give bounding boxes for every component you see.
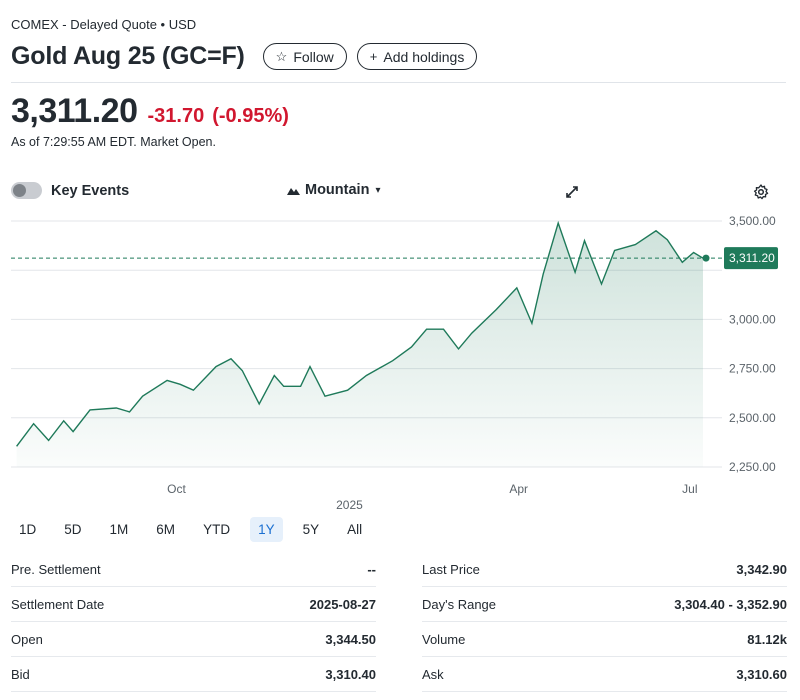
mountain-chart-icon xyxy=(287,185,300,195)
stat-value: 3,310.40 xyxy=(325,667,376,682)
range-button-all[interactable]: All xyxy=(339,517,370,542)
star-icon: ☆ xyxy=(276,49,288,65)
stat-label: Settlement Date xyxy=(11,597,104,612)
range-button-ytd[interactable]: YTD xyxy=(195,517,238,542)
stat-value: 3,304.40 - 3,352.90 xyxy=(674,597,787,612)
quote-row: 3,311.20 -31.70 (-0.95%) xyxy=(11,92,289,131)
stat-row: Ask 3,310.60 xyxy=(422,657,787,692)
x-year-label: 2025 xyxy=(336,498,363,512)
stat-value: 3,310.60 xyxy=(736,667,787,682)
range-button-5y[interactable]: 5Y xyxy=(295,517,328,542)
y-tick-label: 2,500.00 xyxy=(729,411,776,425)
stat-row: Pre. Settlement -- xyxy=(11,552,376,587)
range-selector: 1D 5D 1M 6M YTD 1Y 5Y All xyxy=(11,517,382,542)
add-holdings-button[interactable]: + Add holdings xyxy=(357,43,478,70)
quote-timestamp: As of 7:29:55 AM EDT. Market Open. xyxy=(11,135,216,149)
y-tick-label: 3,500.00 xyxy=(729,214,776,228)
y-tick-label: 2,250.00 xyxy=(729,460,776,474)
plus-icon: + xyxy=(370,49,378,64)
header-divider xyxy=(11,82,786,83)
stat-value: 3,344.50 xyxy=(325,632,376,647)
stats-right: Last Price 3,342.90 Day's Range 3,304.40 - … xyxy=(422,552,787,692)
stat-row: Open 3,344.50 xyxy=(11,622,376,657)
stat-label: Open xyxy=(11,632,43,647)
chart-type-label: Mountain xyxy=(305,182,369,198)
chart-type-select[interactable]: Mountain ▾ xyxy=(287,182,380,198)
stat-row: Volume 81.12k xyxy=(422,622,787,657)
key-events-label: Key Events xyxy=(51,183,129,199)
gear-icon[interactable] xyxy=(752,183,770,201)
current-price-dot xyxy=(703,255,710,262)
stat-label: Bid xyxy=(11,667,30,682)
stats-left: Pre. Settlement -- Settlement Date 2025-08-… xyxy=(11,552,376,692)
follow-label: Follow xyxy=(293,49,333,65)
chevron-down-icon: ▾ xyxy=(375,185,380,196)
price-change-percent: (-0.95%) xyxy=(212,105,289,128)
price-change: -31.70 xyxy=(147,105,204,128)
stat-row: Last Price 3,342.90 xyxy=(422,552,787,587)
range-button-5d[interactable]: 5D xyxy=(56,517,89,542)
key-events-toggle[interactable]: Key Events xyxy=(11,182,129,199)
stat-label: Day's Range xyxy=(422,597,496,612)
stat-row: Bid 3,310.40 xyxy=(11,657,376,692)
stat-label: Ask xyxy=(422,667,444,682)
add-holdings-label: Add holdings xyxy=(383,49,464,65)
stat-value: 81.12k xyxy=(747,632,787,647)
current-price-badge-label: 3,311.20 xyxy=(729,251,775,265)
exchange-info: COMEX - Delayed Quote • USD xyxy=(11,17,196,32)
stat-label: Last Price xyxy=(422,562,480,577)
range-button-1y[interactable]: 1Y xyxy=(250,517,283,542)
range-button-1m[interactable]: 1M xyxy=(102,517,137,542)
price-chart[interactable]: 3,500.00 3,000.00 2,750.00 2,500.00 2,250.00… xyxy=(0,205,800,515)
stat-value: 3,342.90 xyxy=(736,562,787,577)
toggle-switch[interactable] xyxy=(11,182,42,199)
stat-label: Pre. Settlement xyxy=(11,562,101,577)
stat-value: 2025-08-27 xyxy=(310,597,377,612)
expand-icon[interactable] xyxy=(563,183,581,201)
x-axis: Oct Apr Jul 2025 xyxy=(167,482,697,512)
title-row: Gold Aug 25 (GC=F) ☆ Follow + Add holdin… xyxy=(11,42,477,71)
stat-label: Volume xyxy=(422,632,465,647)
stat-row: Settlement Date 2025-08-27 xyxy=(11,587,376,622)
x-tick-label: Oct xyxy=(167,482,186,496)
y-tick-label: 2,750.00 xyxy=(729,362,776,376)
follow-button[interactable]: ☆ Follow xyxy=(263,43,347,70)
range-button-6m[interactable]: 6M xyxy=(148,517,183,542)
stat-value: -- xyxy=(367,562,376,577)
x-tick-label: Jul xyxy=(682,482,697,496)
quote-stats: Pre. Settlement -- Settlement Date 2025-08-… xyxy=(11,552,787,692)
current-price: 3,311.20 xyxy=(11,92,137,131)
price-area xyxy=(17,223,703,467)
y-tick-label: 3,000.00 xyxy=(729,312,776,326)
page-title: Gold Aug 25 (GC=F) xyxy=(11,42,245,71)
x-tick-label: Apr xyxy=(509,482,528,496)
range-button-1d[interactable]: 1D xyxy=(11,517,44,542)
stat-row: Day's Range 3,304.40 - 3,352.90 xyxy=(422,587,787,622)
